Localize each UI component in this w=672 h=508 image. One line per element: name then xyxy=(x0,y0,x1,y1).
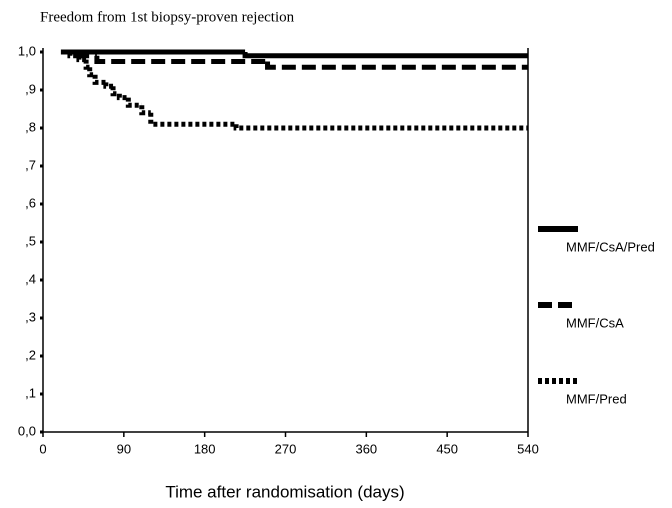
y-tick-label: ,6 xyxy=(25,195,36,210)
x-tick-label: 360 xyxy=(355,441,377,456)
x-tick-label: 270 xyxy=(275,441,297,456)
step-segment xyxy=(103,82,114,89)
x-tick-label: 180 xyxy=(194,441,216,456)
x-tick-label: 90 xyxy=(117,441,131,456)
step-segment xyxy=(116,93,129,101)
legend-label: MMF/Pred xyxy=(566,391,627,406)
y-tick-label: ,9 xyxy=(25,81,36,96)
step-segment xyxy=(233,124,528,131)
y-tick-label: ,2 xyxy=(25,347,36,362)
chart-title: Freedom from 1st biopsy-proven rejection xyxy=(40,9,295,25)
y-tick-label: ,4 xyxy=(25,271,36,286)
y-tick-label: ,7 xyxy=(25,157,36,172)
y-tick-label: ,8 xyxy=(25,119,36,134)
legend-label: MMF/CsA xyxy=(566,315,624,330)
step-segment xyxy=(94,55,268,64)
y-tick-label: ,1 xyxy=(25,385,36,400)
y-tick-label: 0,0 xyxy=(18,423,36,438)
step-segment xyxy=(148,112,237,127)
step-segment xyxy=(83,59,90,70)
step-segment xyxy=(92,74,106,85)
step-segment xyxy=(242,52,528,59)
y-tick-label: ,3 xyxy=(25,309,36,324)
x-tick-label: 0 xyxy=(39,441,46,456)
step-segment xyxy=(67,52,79,59)
step-segment xyxy=(110,86,120,97)
x-tick-label: 540 xyxy=(517,441,539,456)
x-tick-label: 450 xyxy=(436,441,458,456)
step-segment xyxy=(87,67,96,78)
step-segment xyxy=(139,105,151,116)
y-tick-label: 1,0 xyxy=(18,43,36,58)
step-segment xyxy=(265,61,528,70)
step-segment xyxy=(125,97,142,108)
legend-label: MMF/CsA/Pred xyxy=(566,239,655,254)
x-axis-label: Time after randomisation (days) xyxy=(165,482,404,501)
y-tick-label: ,5 xyxy=(25,233,36,248)
